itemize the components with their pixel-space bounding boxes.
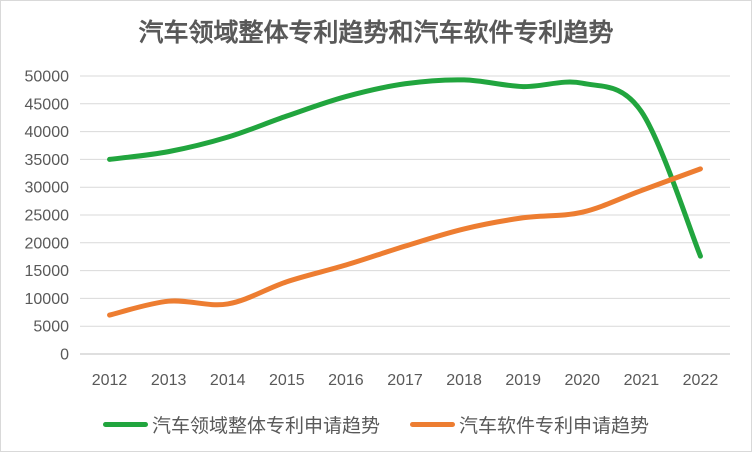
- x-tick-label: 2020: [564, 372, 600, 389]
- x-tick-label: 2015: [269, 372, 305, 389]
- y-tick-label: 20000: [25, 235, 70, 252]
- x-tick-label: 2016: [328, 372, 364, 389]
- x-tick-label: 2019: [505, 372, 541, 389]
- y-tick-label: 25000: [25, 208, 70, 225]
- y-tick-label: 30000: [25, 180, 70, 197]
- x-tick-label: 2022: [683, 372, 719, 389]
- x-tick-label: 2017: [387, 372, 423, 389]
- legend: 汽车领域整体专利申请趋势 汽车软件专利申请趋势: [1, 411, 751, 438]
- legend-label-overall: 汽车领域整体专利申请趋势: [151, 416, 380, 437]
- legend-item-overall: 汽车领域整体专利申请趋势: [102, 411, 380, 438]
- series-line-0: [107, 77, 703, 259]
- y-tick-label: 15000: [25, 263, 70, 280]
- legend-item-software: 汽车软件专利申请趋势: [410, 411, 649, 438]
- legend-swatch-green-line: [102, 422, 148, 427]
- x-tick-label: 2014: [210, 372, 246, 389]
- series-line-1: [107, 166, 703, 318]
- x-tick-label: 2018: [446, 372, 482, 389]
- x-tick-label: 2012: [92, 372, 128, 389]
- chart-title: 汽车领域整体专利趋势和汽车软件专利趋势: [138, 19, 614, 47]
- y-tick-label: 5000: [33, 319, 69, 336]
- y-tick-label: 45000: [25, 96, 70, 113]
- legend-label-software: 汽车软件专利申请趋势: [459, 416, 650, 437]
- legend-swatch-orange-line: [410, 422, 455, 427]
- y-tick-label: 40000: [25, 124, 70, 141]
- x-tick-label: 2021: [624, 372, 660, 389]
- y-tick-label: 35000: [25, 152, 70, 169]
- x-tick-label: 2013: [151, 372, 187, 389]
- y-tick-label: 0: [60, 347, 69, 364]
- y-tick-label: 50000: [25, 69, 70, 86]
- y-tick-label: 10000: [25, 291, 70, 308]
